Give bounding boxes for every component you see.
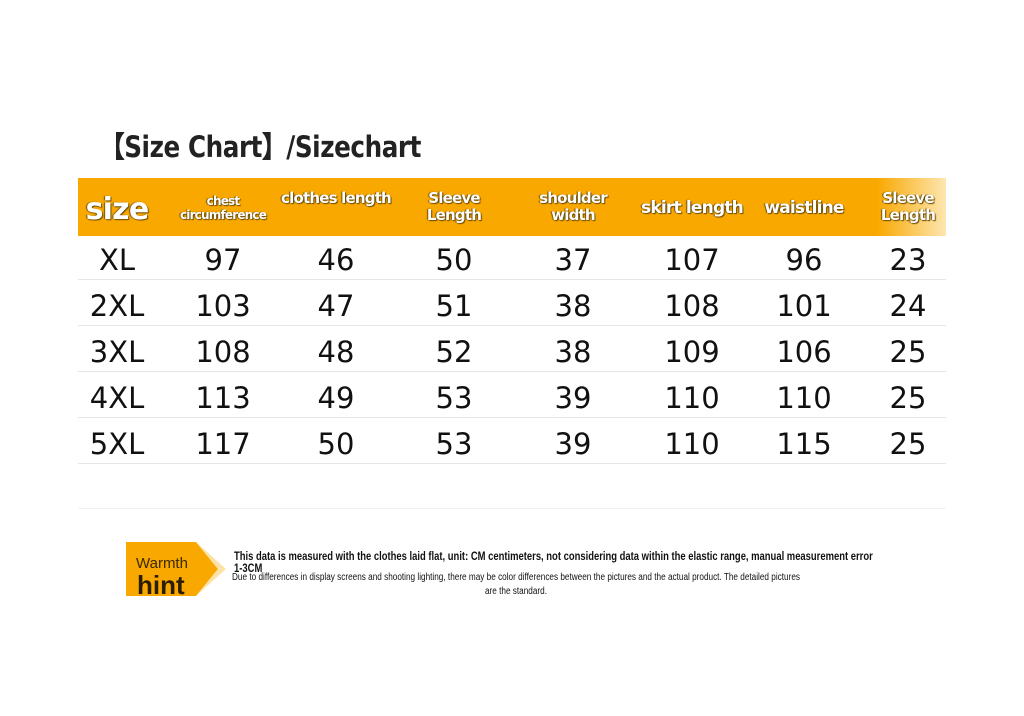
separator xyxy=(78,508,946,509)
table-cell: 47 xyxy=(317,289,355,323)
hint-badge xyxy=(126,542,226,596)
table-cell: 25 xyxy=(889,381,927,415)
table-cell: 109 xyxy=(664,335,720,369)
row-separator xyxy=(78,371,946,372)
table-cell: 51 xyxy=(435,289,473,323)
row-separator xyxy=(78,325,946,326)
table-cell: 52 xyxy=(435,335,473,369)
table-cell: 4XL xyxy=(89,381,145,415)
header-cell: size xyxy=(85,192,150,227)
hint-label: hint xyxy=(137,570,185,600)
table-cell: 5XL xyxy=(89,427,145,461)
table-cell: 23 xyxy=(889,243,927,277)
header-band xyxy=(78,178,946,236)
table-cell: 53 xyxy=(435,427,473,461)
table-cell: 38 xyxy=(554,289,592,323)
table-cell: 101 xyxy=(776,289,832,323)
table-cell: 108 xyxy=(664,289,720,323)
table-cell: 113 xyxy=(195,381,251,415)
row-separator xyxy=(78,279,946,280)
table-cell: 108 xyxy=(195,335,251,369)
table-cell: 106 xyxy=(776,335,832,369)
table-cell: 50 xyxy=(317,427,355,461)
table-cell: 115 xyxy=(776,427,832,461)
header-cell: Sleeve Length xyxy=(426,189,482,225)
row-separator xyxy=(78,417,946,418)
table-cell: 39 xyxy=(554,427,592,461)
header-cell: shoulder width xyxy=(539,189,607,225)
header-cell: skirt length xyxy=(641,198,744,218)
table-cell: 24 xyxy=(889,289,927,323)
table-cell: 50 xyxy=(435,243,473,277)
table-cell: 53 xyxy=(435,381,473,415)
table-cell: 110 xyxy=(776,381,832,415)
table-cell: 96 xyxy=(785,243,823,277)
table-cell: 39 xyxy=(554,381,592,415)
header-cell: clothes length xyxy=(281,189,392,207)
table-cell: 25 xyxy=(889,335,927,369)
table-cell: 110 xyxy=(664,427,720,461)
table-cell: 117 xyxy=(195,427,251,461)
table-cell: 103 xyxy=(195,289,251,323)
row-separator xyxy=(78,463,946,464)
header-cell: Sleeve Length xyxy=(880,189,936,225)
table-cell: 97 xyxy=(204,243,242,277)
note-line: Due to differences in display screens an… xyxy=(232,572,800,597)
table-cell: 25 xyxy=(889,427,927,461)
table-cell: 38 xyxy=(554,335,592,369)
table-cell: 2XL xyxy=(89,289,145,323)
table-cell: 107 xyxy=(664,243,720,277)
table-cell: XL xyxy=(98,243,136,277)
hint-label: Warmth xyxy=(136,555,188,572)
note-line: This data is measured with the clothes l… xyxy=(234,551,873,575)
table-cell: 3XL xyxy=(89,335,145,369)
table-cell: 46 xyxy=(317,243,355,277)
table-cell: 48 xyxy=(317,335,355,369)
table-cell: 49 xyxy=(317,381,355,415)
header-cell: waistline xyxy=(764,198,844,218)
table-cell: 110 xyxy=(664,381,720,415)
table-cell: 37 xyxy=(554,243,592,277)
header-cell: chest circumference xyxy=(179,194,267,222)
title: 【Size Chart】/Sizechart xyxy=(100,130,422,164)
